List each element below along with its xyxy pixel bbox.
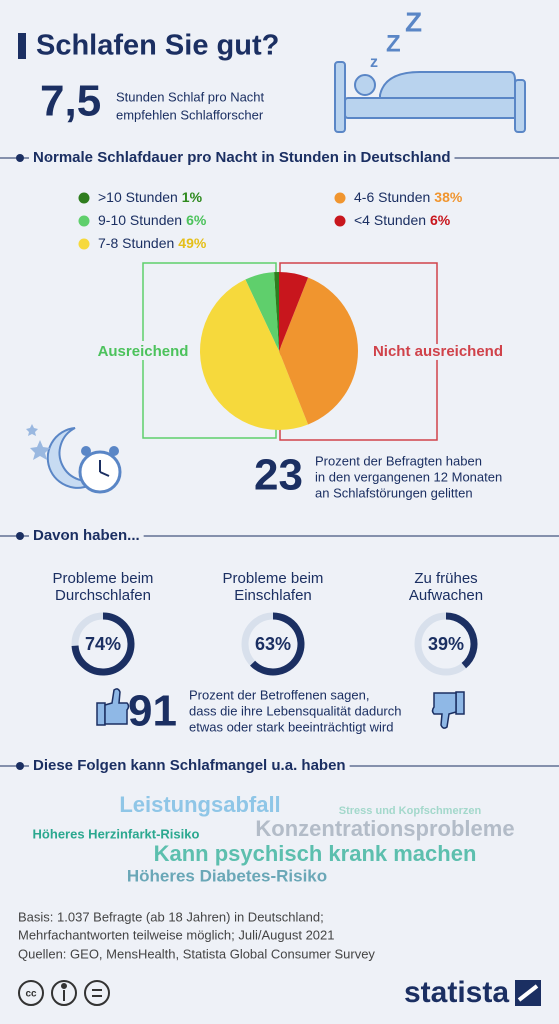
pie-slice bbox=[274, 272, 279, 351]
section-dot bbox=[16, 532, 24, 540]
legend-entry: >10 Stunden 1% bbox=[98, 189, 203, 205]
svg-text:z: z bbox=[370, 54, 378, 71]
word: Leistungsabfall bbox=[119, 792, 280, 817]
footnote: Basis: 1.037 Befragte (ab 18 Jahren) in … bbox=[18, 909, 324, 924]
legend-entry: 7-8 Stunden 49% bbox=[98, 235, 207, 251]
legend-swatch bbox=[334, 215, 346, 227]
legend-label: 9-10 Stunden bbox=[98, 212, 182, 228]
stat-value: 7,5 bbox=[40, 77, 101, 126]
donut-arc bbox=[250, 612, 305, 676]
brand: statista bbox=[404, 976, 509, 1009]
legend-swatch bbox=[78, 238, 90, 250]
legend-value: 49% bbox=[178, 235, 207, 251]
legend-value: 6% bbox=[430, 212, 451, 228]
section-title: Normale Schlafdauer pro Nacht in Stunden… bbox=[33, 149, 451, 166]
legend-swatch bbox=[78, 192, 90, 204]
legend-label: <4 Stunden bbox=[354, 212, 426, 228]
legend-value: 38% bbox=[434, 189, 463, 205]
legend-entry: 4-6 Stunden 38% bbox=[354, 189, 463, 205]
source: Quellen: GEO, MensHealth, Statista Globa… bbox=[18, 946, 375, 961]
section-title: Diese Folgen kann Schlafmangel u.a. habe… bbox=[33, 757, 346, 774]
pie-slice bbox=[279, 277, 359, 425]
donut-category: Probleme beim Durchschlafen bbox=[53, 570, 154, 604]
section-dot bbox=[16, 154, 24, 162]
word: Höheres Herzinfarkt-Risiko bbox=[33, 826, 200, 841]
donut-category: Zu frühes Aufwachen bbox=[409, 570, 483, 604]
moon-clock-icon bbox=[26, 424, 122, 494]
word: Konzentrationsprobleme bbox=[255, 816, 514, 841]
stat-text: Stunden Schlaf pro Nacht bbox=[116, 89, 265, 104]
legend-swatch bbox=[334, 192, 346, 204]
word: Höheres Diabetes-Risiko bbox=[127, 866, 327, 885]
legend-entry: <4 Stunden 6% bbox=[354, 212, 451, 228]
donut-value-label: 39% bbox=[428, 634, 464, 654]
legend-label: 7-8 Stunden bbox=[98, 235, 174, 251]
section-dot bbox=[16, 762, 24, 770]
pie-slice bbox=[245, 272, 279, 351]
stat-text: empfehlen Schlafforscher bbox=[116, 107, 264, 122]
legend-swatch bbox=[78, 215, 90, 227]
word: Stress und Kopfschmerzen bbox=[339, 805, 482, 817]
stat-text: etwas oder stark beeinträchtigt wird bbox=[189, 719, 393, 734]
pie-slice bbox=[200, 279, 309, 430]
legend-label: >10 Stunden bbox=[98, 189, 178, 205]
bed-icon: z Z Z bbox=[334, 6, 526, 133]
stat-text: Prozent der Betroffenen sagen, bbox=[189, 687, 369, 702]
pie-slice bbox=[279, 272, 309, 351]
stat-value: 23 bbox=[254, 451, 303, 500]
footnote: Mehrfachantworten teilweise möglich; Jul… bbox=[18, 927, 335, 942]
annotation: Ausreichend bbox=[98, 343, 189, 360]
svg-text:Z: Z bbox=[405, 6, 422, 37]
legend-value: 6% bbox=[186, 212, 207, 228]
section-title: Davon haben... bbox=[33, 527, 140, 544]
stat-text: in den vergangenen 12 Monaten bbox=[315, 469, 502, 484]
stat-text: an Schlafstörungen gelitten bbox=[315, 485, 473, 500]
title-marker bbox=[18, 33, 26, 59]
stat-value: 91 bbox=[128, 687, 177, 736]
brand-logo-mark bbox=[517, 984, 539, 1002]
word: Kann psychisch krank machen bbox=[154, 841, 477, 866]
svg-text:Z: Z bbox=[386, 30, 401, 57]
license-icons: cc bbox=[18, 980, 110, 1006]
donut-value-label: 74% bbox=[85, 634, 121, 654]
donut-arc bbox=[71, 612, 135, 676]
thumb-up-icon bbox=[96, 688, 130, 726]
legend-label: 4-6 Stunden bbox=[354, 189, 430, 205]
stat-text: dass die ihre Lebensqualität dadurch bbox=[189, 703, 401, 718]
svg-text:cc: cc bbox=[25, 989, 37, 1000]
thumb-down-icon bbox=[431, 691, 465, 729]
donut-arc bbox=[445, 612, 478, 669]
donut-value-label: 63% bbox=[255, 634, 291, 654]
title: Schlafen Sie gut? bbox=[36, 30, 279, 62]
donut-category: Probleme beim Einschlafen bbox=[223, 570, 324, 604]
legend-entry: 9-10 Stunden 6% bbox=[98, 212, 207, 228]
stat-text: Prozent der Befragten haben bbox=[315, 453, 482, 468]
legend-value: 1% bbox=[182, 189, 203, 205]
annotation: Nicht ausreichend bbox=[373, 343, 503, 360]
